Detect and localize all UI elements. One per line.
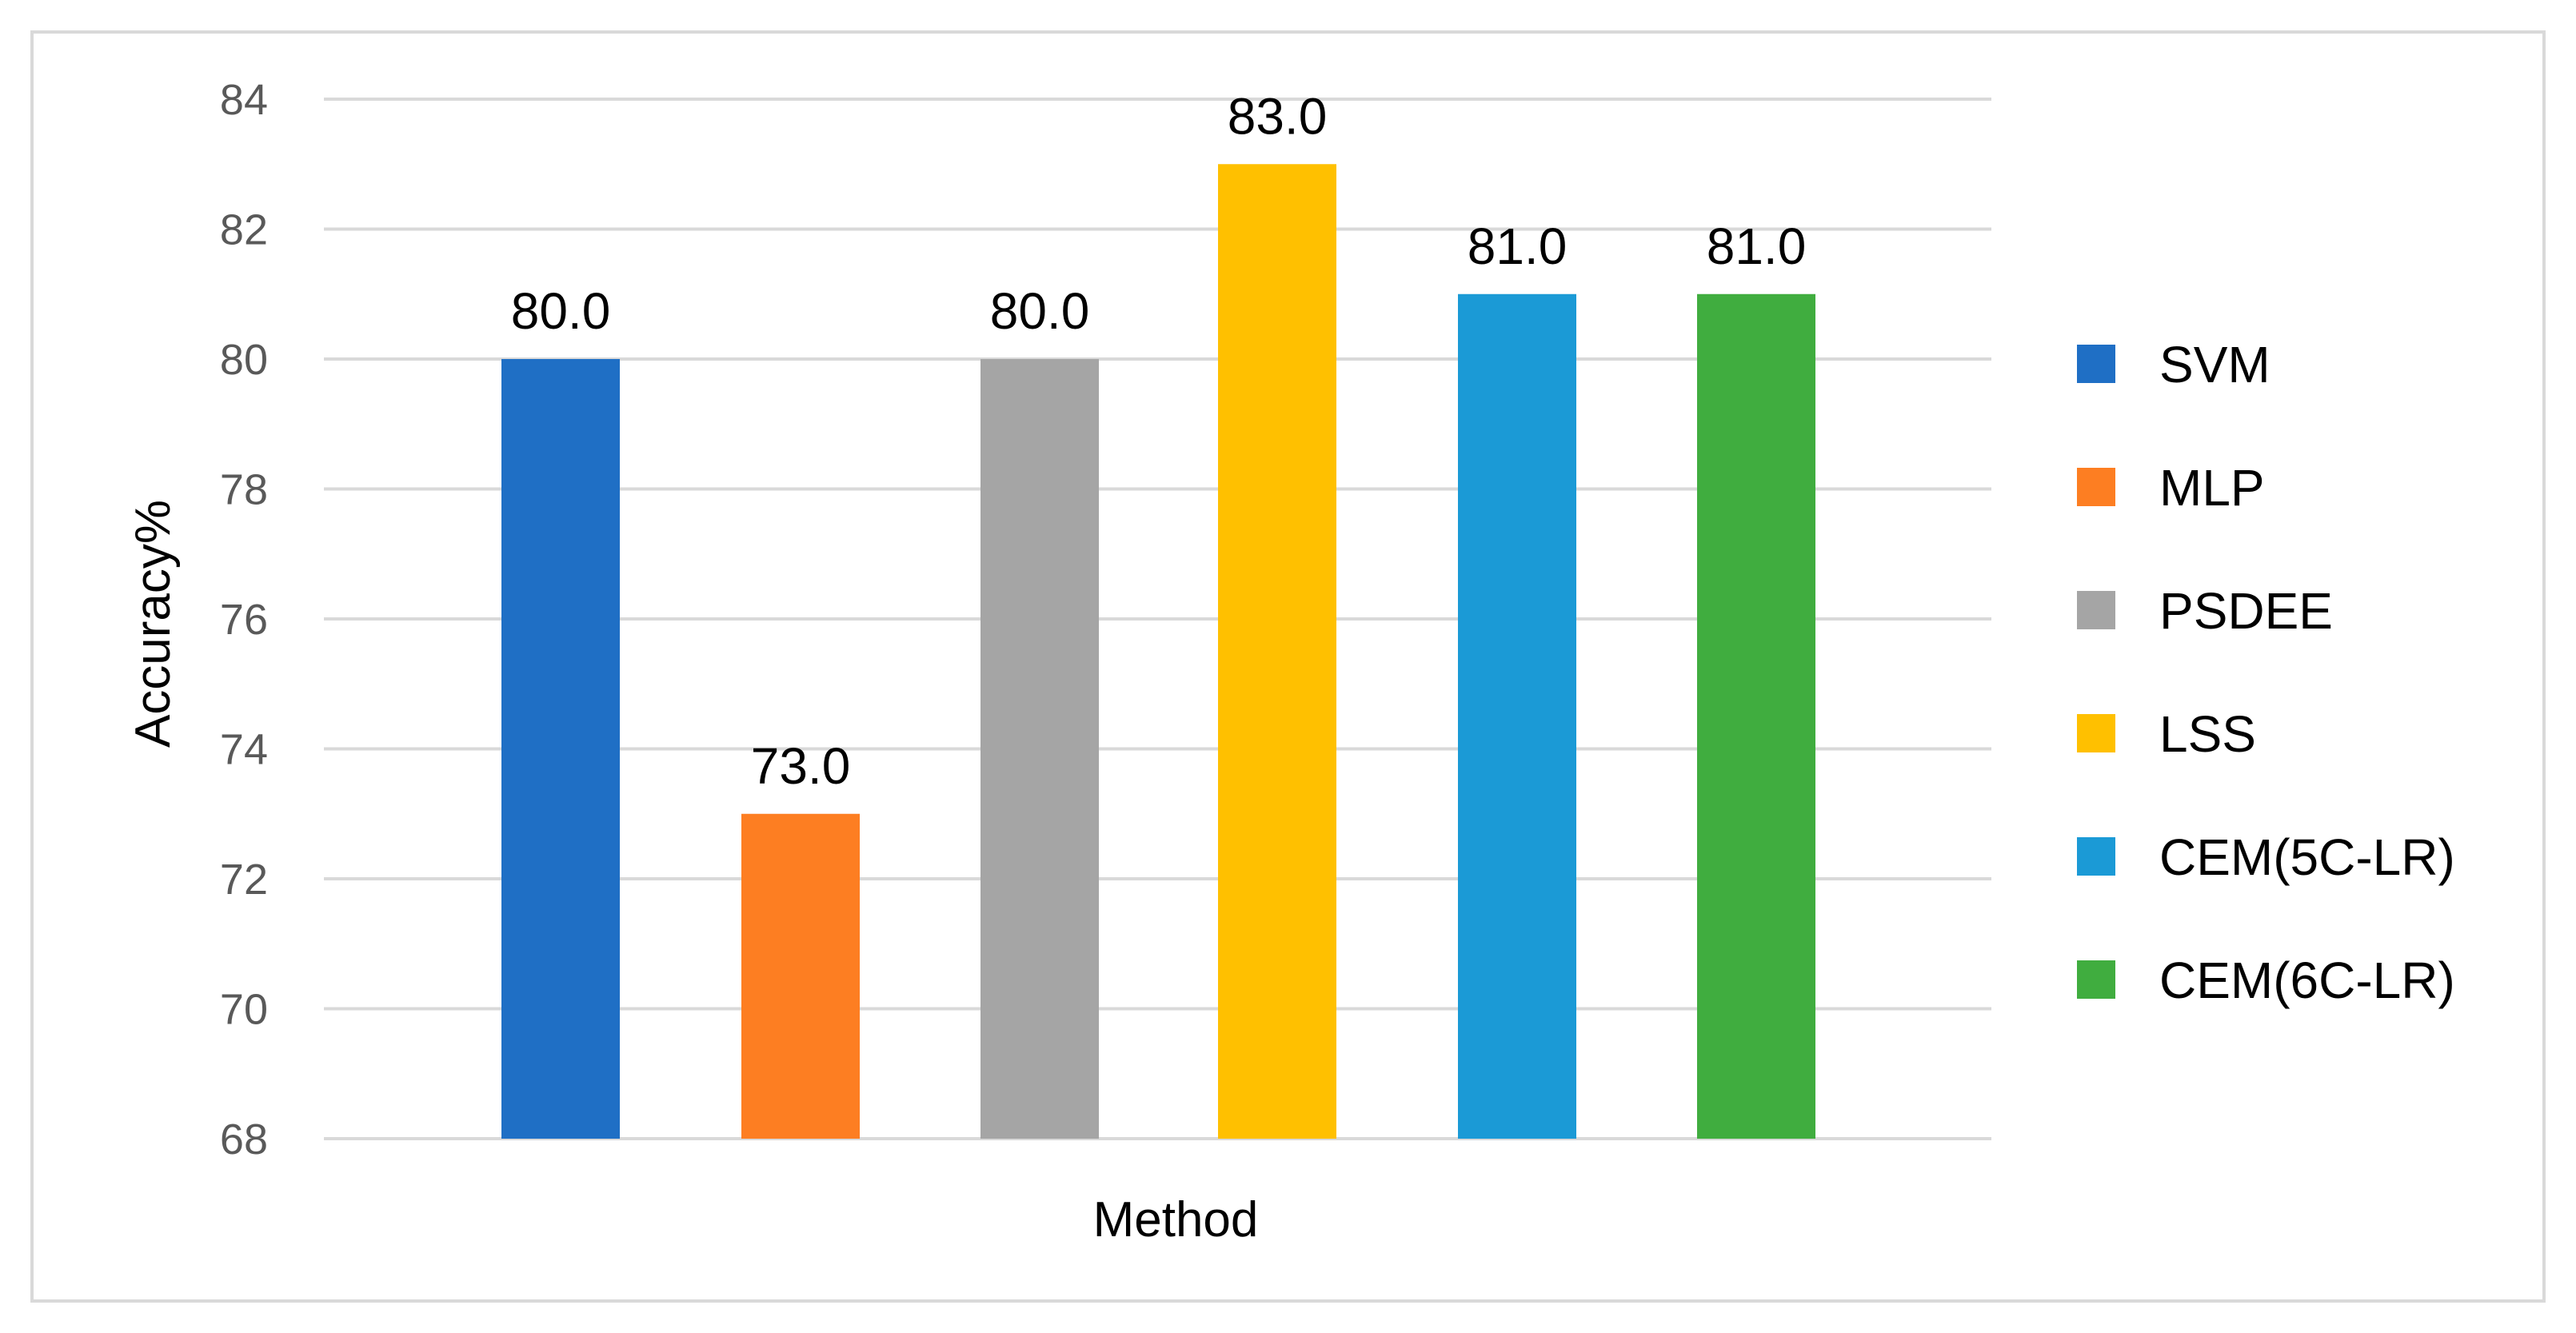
legend-item: CEM(6C-LR) xyxy=(2077,952,2455,1009)
legend-swatch xyxy=(2077,591,2115,629)
legend-swatch xyxy=(2077,837,2115,876)
y-tick-label: 76 xyxy=(220,596,268,644)
legend-item: PSDEE xyxy=(2077,582,2333,640)
legend-item: SVM xyxy=(2077,336,2270,393)
legend-swatch xyxy=(2077,960,2115,999)
bar-svm xyxy=(501,359,620,1139)
y-tick-label: 84 xyxy=(220,76,268,124)
legend-swatch xyxy=(2077,345,2115,383)
y-axis-ticks: 68 70 72 74 76 78 80 82 84 xyxy=(220,76,268,1163)
legend: SVM MLP PSDEE LSS CEM(5C-LR) CEM(6C-LR) xyxy=(2077,336,2455,1009)
legend-swatch xyxy=(2077,468,2115,506)
y-tick-label: 68 xyxy=(220,1115,268,1163)
data-label: 81.0 xyxy=(1468,218,1568,275)
data-labels: 80.0 73.0 80.0 83.0 81.0 81.0 xyxy=(511,87,1807,795)
legend-label: CEM(6C-LR) xyxy=(2159,952,2455,1009)
legend-label: PSDEE xyxy=(2159,582,2333,640)
data-label: 73.0 xyxy=(751,737,851,795)
legend-label: MLP xyxy=(2159,459,2265,517)
y-tick-label: 70 xyxy=(220,986,268,1034)
legend-item: MLP xyxy=(2077,459,2265,517)
legend-label: SVM xyxy=(2159,336,2270,393)
y-tick-label: 82 xyxy=(220,206,268,254)
bar-cem-5c-lr xyxy=(1458,293,1576,1139)
data-label: 80.0 xyxy=(990,282,1090,340)
bar-mlp xyxy=(741,813,860,1139)
legend-label: LSS xyxy=(2159,705,2256,763)
legend-item: LSS xyxy=(2077,705,2256,763)
legend-label: CEM(5C-LR) xyxy=(2159,828,2455,886)
legend-swatch xyxy=(2077,714,2115,752)
data-label: 83.0 xyxy=(1228,87,1328,145)
bar-lss xyxy=(1218,164,1336,1139)
data-label: 80.0 xyxy=(511,282,611,340)
y-axis-title: Accuracy% xyxy=(126,500,181,748)
y-tick-label: 72 xyxy=(220,856,268,904)
bar-psdee xyxy=(980,359,1099,1139)
y-tick-label: 80 xyxy=(220,336,268,384)
y-tick-label: 74 xyxy=(220,726,268,774)
bar-cem-6c-lr xyxy=(1697,293,1815,1139)
data-label: 81.0 xyxy=(1707,218,1807,275)
x-axis-title: Method xyxy=(1093,1192,1259,1247)
legend-item: CEM(5C-LR) xyxy=(2077,828,2455,886)
bars xyxy=(501,164,1815,1139)
y-tick-label: 78 xyxy=(220,466,268,514)
